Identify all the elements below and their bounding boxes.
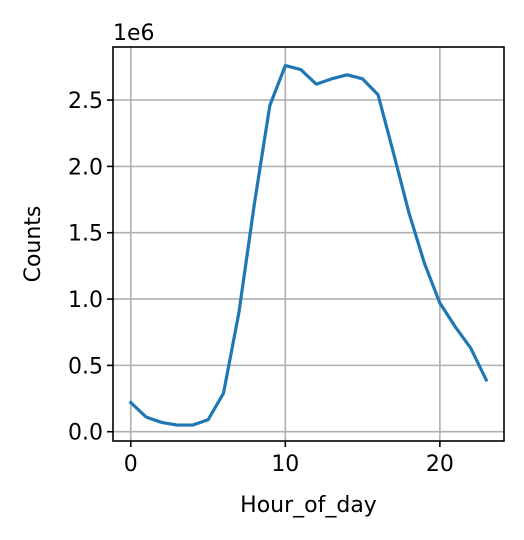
y-tick-label: 1.0 <box>68 288 103 313</box>
axis-ticks: 0 10 20 0.0 0.5 1.0 1.5 2.0 2.5 <box>68 89 454 477</box>
y-tick-label: 1.5 <box>68 222 103 247</box>
plot-area-frame <box>112 46 505 442</box>
y-tick-label: 2.0 <box>68 155 103 180</box>
y-offset-label: 1e6 <box>113 21 155 46</box>
y-tick-label: 0.0 <box>68 421 103 446</box>
series-layer <box>128 63 489 427</box>
grid <box>113 47 504 441</box>
y-tick-label: 2.5 <box>68 89 103 114</box>
x-tick-label: 10 <box>271 452 299 477</box>
x-axis-label: Hour_of_day <box>240 493 377 518</box>
axis-labels: 1e6 Hour_of_day Counts <box>21 21 377 518</box>
y-axis-label: Counts <box>21 206 46 283</box>
series-line <box>128 63 489 427</box>
y-tick-label: 0.5 <box>68 354 103 379</box>
x-tick-label: 0 <box>124 452 138 477</box>
x-tick-label: 20 <box>426 452 454 477</box>
